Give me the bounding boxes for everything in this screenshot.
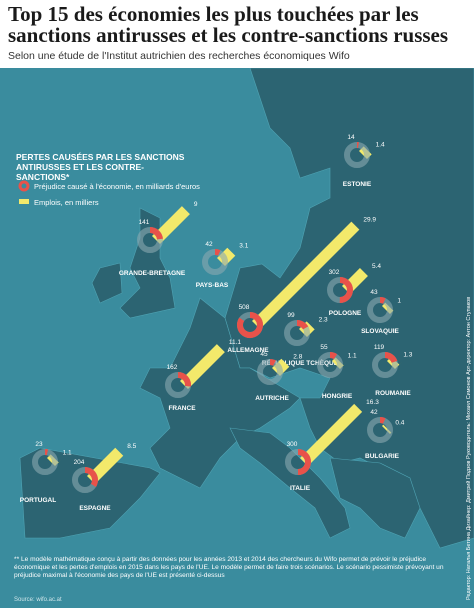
loss-ring [329,352,338,360]
loss-label: 508 [239,304,250,311]
loss-label: 14 [347,134,355,141]
jobs-label: 0.4 [395,420,404,427]
legend-loss: Préjudice causé à l'économie, en milliar… [34,182,200,191]
bar-side [188,349,228,389]
title: Top 15 des économies les plus touchées p… [8,2,449,47]
source: Source: wifo.ac.at [14,597,62,603]
legend-jobs-swatch [19,199,29,204]
loss-label: 42 [205,241,213,248]
country-label: HONGRIE [322,393,353,400]
country-label: PORTUGAL [20,497,57,504]
jobs-label: 16.3 [366,399,379,406]
loss-ring [177,372,191,387]
jobs-bar [300,403,363,466]
country-label: FRANCE [168,405,196,412]
footnote: ** Le modèle mathématique conçu à partir… [14,556,444,579]
loss-label: 42 [370,409,378,416]
loss-ring [339,277,353,303]
country-label: ALLEMAGNE [227,347,269,354]
loss-ring [379,297,386,304]
loss-label: 204 [74,459,85,466]
jobs-label: 1.3 [403,352,412,359]
country-label: SLOVAQUIE [361,328,399,335]
jobs-label: 1.4 [376,141,385,148]
country-label: ESTONIE [343,181,372,188]
country-label: ESPAGNE [79,505,111,512]
loss-ring [379,417,386,424]
loss-ring [384,352,398,364]
country-label: POLOGNE [329,310,362,317]
loss-ring [269,359,276,366]
loss-ring [214,249,221,256]
jobs-label: 3.1 [239,243,248,250]
country-label: ITALIE [290,485,311,492]
loss-ring [296,320,309,330]
country-label: PAYS-BAS [196,282,229,289]
loss-label: 23 [35,441,43,448]
jobs-label: 1.1 [348,352,357,359]
legend-title: PERTES CAUSÉES PAR LES SANCTIONS ANTIRUS… [16,152,185,182]
jobs-bar [252,221,360,329]
subtitle: Selon une étude de l'Institut autrichien… [8,50,350,62]
loss-label: 302 [329,269,340,276]
jobs-label: 11.1 [229,339,242,346]
jobs-label: 8.5 [127,443,136,450]
loss-label: 43 [370,289,378,296]
legend-loss-swatch [18,180,30,192]
jobs-label: 1 [397,298,401,305]
jobs-label: 9 [194,201,198,208]
loss-label: 162 [167,364,178,371]
loss-ring [297,449,311,475]
jobs-bar [180,344,225,389]
jobs-label: 5.4 [372,263,381,270]
legend-jobs: Emplois, en milliers [34,198,99,207]
loss-label: 99 [287,312,295,319]
country-label: ROUMANIE [375,390,411,397]
loss-label: 300 [287,441,298,448]
country-label: GRANDE-BRETAGNE [119,270,186,277]
loss-ring [237,312,263,338]
country-label: AUTRICHE [255,395,289,402]
jobs-label: 2.8 [293,354,302,361]
loss-label: 119 [374,344,385,351]
loss-label: 45 [260,351,268,358]
jobs-label: 29.9 [363,217,376,224]
map: 1.4 14 ESTONIE 9 141 GRANDE-BRETAGNE 3.1 42 PAYS… [0,68,474,608]
country-label: RÉPUBLIQUE TCHÈQUE [262,358,339,367]
jobs-label: 1.1 [63,449,72,456]
loss-label: 141 [139,219,150,226]
country-label: BULGARIE [365,453,400,460]
loss-ring [84,467,98,487]
land [19,68,474,549]
credits: Редактор: Наталья Бетина Дизайнер: Дмитр… [466,296,472,600]
jobs-label: 2.3 [319,316,328,323]
loss-ring [149,227,163,240]
loss-label: 55 [320,344,328,351]
